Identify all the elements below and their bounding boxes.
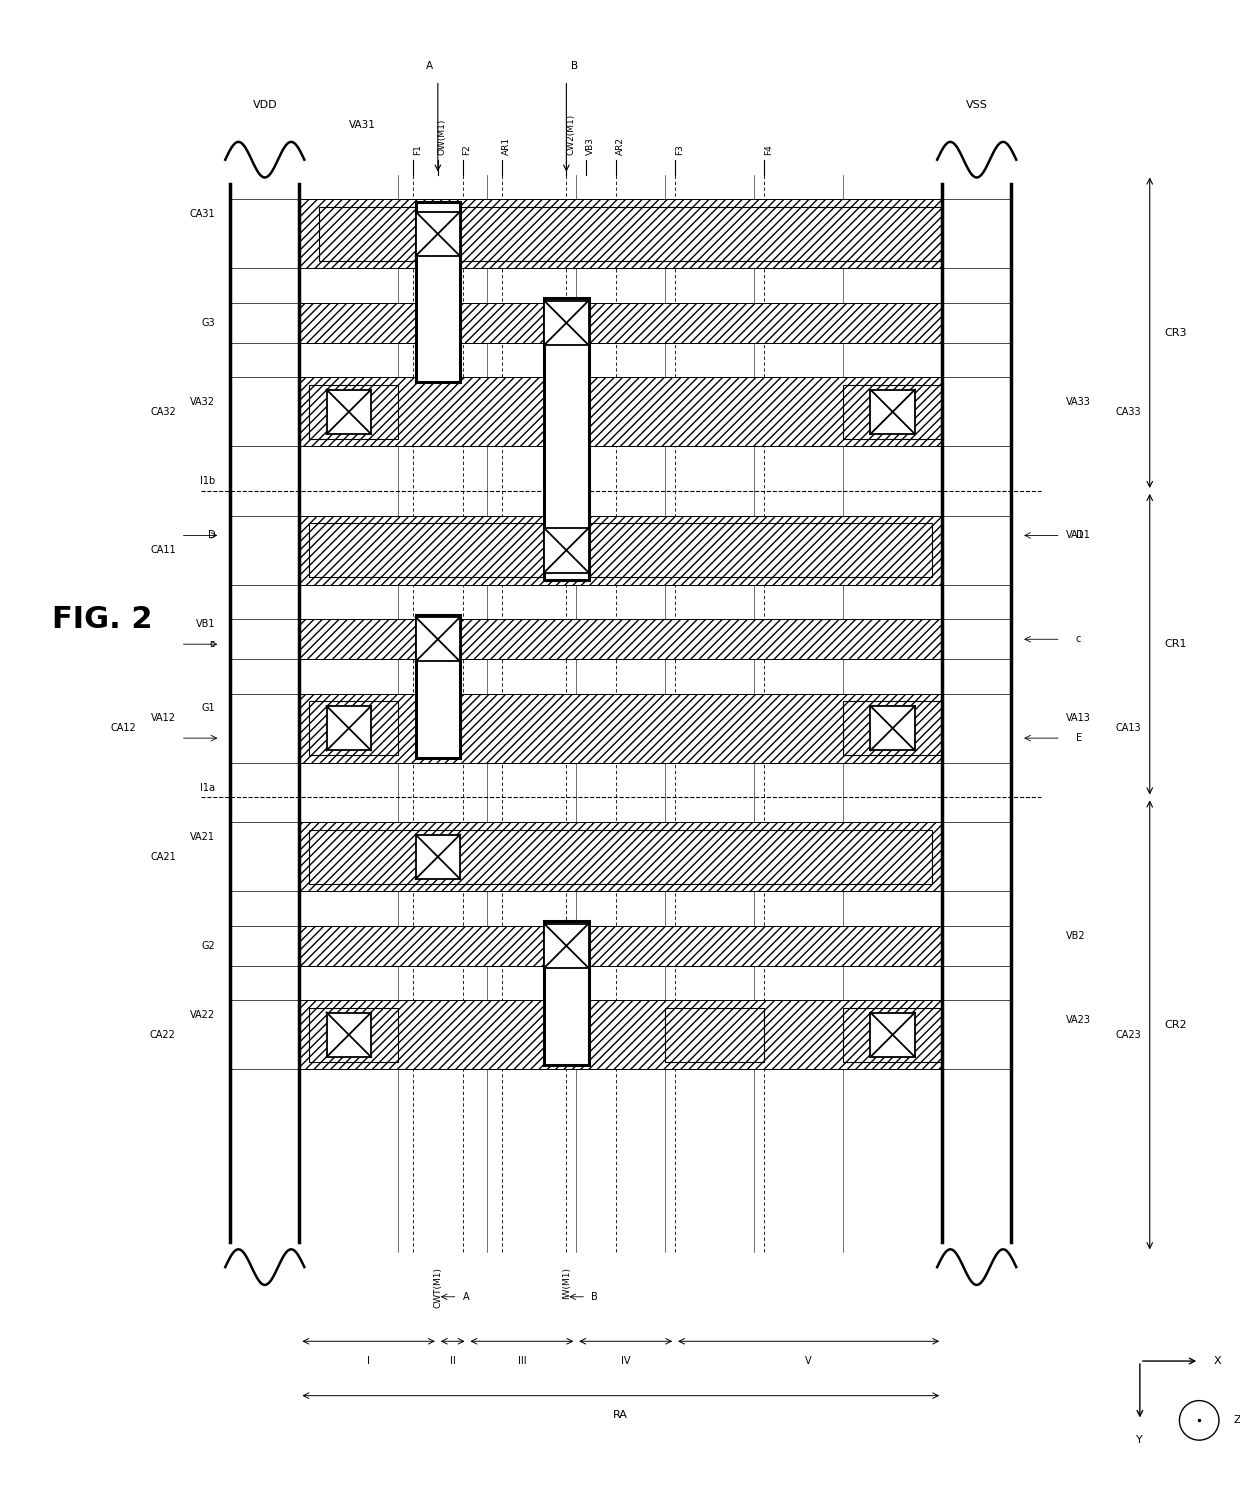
Text: CA22: CA22 [150,1029,176,1040]
Text: CR2: CR2 [1164,1020,1187,1029]
Bar [309,523,932,577]
Text: OW(M1): OW(M1) [438,118,446,154]
Bar [843,385,942,439]
Bar [299,926,942,966]
Bar [415,211,460,256]
Text: X: X [1214,1356,1221,1366]
Text: FIG. 2: FIG. 2 [52,605,153,634]
Text: V: V [805,1356,812,1366]
Text: CR1: CR1 [1164,640,1187,649]
Bar [870,389,915,434]
Text: VA23: VA23 [1065,1016,1091,1025]
Text: B: B [591,1291,598,1302]
Bar [544,924,589,968]
Bar [309,701,398,755]
Bar [843,1008,942,1062]
Bar [415,202,460,382]
Text: F4: F4 [764,144,773,154]
Bar [299,515,942,584]
Bar [870,1013,915,1058]
Text: c: c [210,640,216,649]
Text: RA: RA [614,1411,629,1420]
Text: G2: G2 [202,941,216,951]
Bar [415,614,460,758]
Bar [299,377,942,446]
Bar [544,301,589,345]
Text: VDD: VDD [253,100,277,111]
Text: VA11: VA11 [1065,530,1090,541]
Text: AR1: AR1 [502,136,511,154]
Text: III: III [517,1356,526,1366]
Bar [309,1008,398,1062]
Bar [299,199,942,268]
Text: VB2: VB2 [1065,930,1085,941]
Text: A: A [425,61,433,70]
Text: IV: IV [621,1356,630,1366]
Text: CWT(M1): CWT(M1) [433,1267,443,1308]
Bar [309,385,398,439]
Bar [415,617,460,662]
Text: I1b: I1b [200,476,216,485]
Text: VSS: VSS [966,100,987,111]
Text: D: D [1075,530,1084,541]
Text: Y: Y [1137,1435,1143,1446]
Bar [326,389,371,434]
Bar [299,822,942,891]
Text: F1: F1 [413,144,422,154]
Bar [299,620,942,659]
Bar [309,830,932,884]
Text: VA13: VA13 [1065,713,1090,724]
Text: VA12: VA12 [151,713,176,724]
Text: c: c [1075,634,1081,644]
Text: I1a: I1a [201,782,216,792]
Text: CA32: CA32 [150,407,176,416]
Bar [326,706,371,750]
Text: CA33: CA33 [1115,407,1141,416]
Text: VA33: VA33 [1065,397,1090,407]
Text: VA32: VA32 [191,397,216,407]
Text: CA31: CA31 [190,210,216,219]
Text: I: I [367,1356,370,1366]
Text: CA13: CA13 [1115,724,1141,733]
Text: CA11: CA11 [150,545,176,556]
Bar [299,303,942,343]
Text: F3: F3 [675,144,684,154]
Text: IW(M1): IW(M1) [562,1267,570,1299]
Bar [326,1013,371,1058]
Text: VA22: VA22 [190,1010,216,1020]
Bar [415,834,460,879]
Text: D: D [208,530,216,541]
Bar [448,207,942,261]
Text: AR2: AR2 [616,136,625,154]
Text: E: E [1075,733,1081,743]
Text: VB1: VB1 [196,619,216,629]
Text: II: II [450,1356,455,1366]
Text: A: A [463,1291,469,1302]
Bar [299,1001,942,1070]
Text: CW2(M1): CW2(M1) [567,114,575,154]
Text: VA21: VA21 [191,831,216,842]
Bar [319,207,448,261]
Text: G1: G1 [202,704,216,713]
Text: B: B [572,61,578,70]
Bar [544,527,589,572]
Bar [544,298,589,580]
Text: Z: Z [1234,1416,1240,1426]
Bar [843,701,942,755]
Text: CR3: CR3 [1164,328,1187,337]
Bar [299,694,942,762]
Text: F2: F2 [463,144,471,154]
Text: VB3: VB3 [587,136,595,154]
Text: CA12: CA12 [110,724,136,733]
Bar [870,706,915,750]
Text: CA21: CA21 [150,852,176,861]
Bar [665,1008,764,1062]
Bar [544,921,589,1065]
Text: CA23: CA23 [1115,1029,1141,1040]
Text: G3: G3 [202,318,216,328]
Text: VA31: VA31 [348,120,376,130]
